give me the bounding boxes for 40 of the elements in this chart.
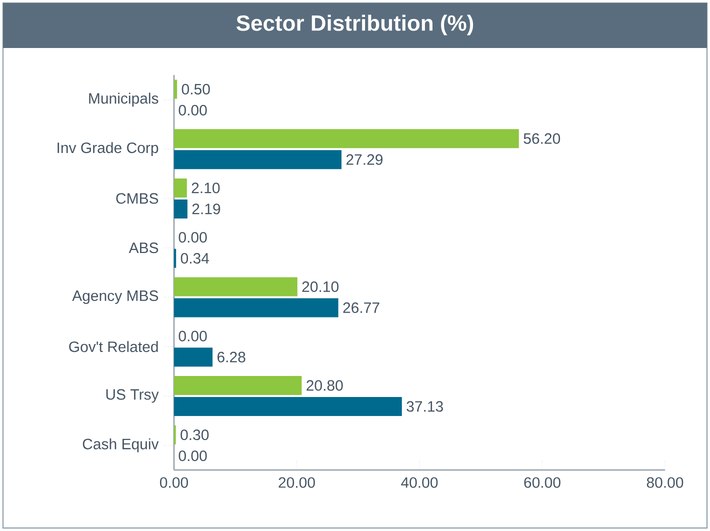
x-tick-label: 20.00 (278, 477, 315, 488)
bar (174, 396, 402, 416)
bar (174, 129, 519, 148)
bar (174, 199, 188, 218)
bar (174, 348, 213, 367)
x-tick-label: 40.00 (401, 477, 438, 488)
chart-title: Sector Distribution (%) (236, 14, 474, 36)
bar (174, 277, 298, 296)
x-tick-label: 0.00 (160, 477, 188, 488)
data-label: 6.28 (218, 352, 246, 362)
data-label: 56.20 (524, 133, 560, 144)
x-tick-label: 80.00 (646, 477, 684, 488)
bar (174, 150, 342, 170)
y-tick-label: Agency MBS (72, 290, 158, 304)
y-tick-label: US Trsy (106, 389, 159, 403)
x-tick-label: 60.00 (524, 477, 560, 488)
data-label: 0.50 (182, 84, 210, 94)
y-tick-label: Inv Grade Corp (58, 142, 158, 156)
bar (174, 178, 187, 198)
data-label: 27.29 (346, 154, 382, 165)
data-label: 2.10 (192, 182, 220, 194)
y-tick-label: ABS (128, 242, 158, 254)
y-tick-label: Cash Equiv (82, 438, 159, 452)
data-label: 37.13 (406, 401, 443, 412)
bar (174, 376, 302, 395)
data-label: 0.00 (178, 450, 207, 462)
bar (174, 80, 178, 99)
y-tick-label: Municipals (89, 92, 158, 107)
bar (174, 298, 338, 318)
y-tick-label: Gov't Related (69, 341, 158, 352)
y-tick-label: CMBS (116, 193, 158, 204)
data-label: 0.34 (180, 253, 210, 264)
data-label: 0.00 (178, 232, 207, 243)
data-label: 0.00 (178, 104, 207, 116)
data-label: 26.77 (343, 302, 380, 313)
data-label: 2.19 (192, 204, 220, 214)
data-label: 0.30 (180, 430, 209, 440)
data-label: 20.10 (302, 281, 338, 292)
data-label: 20.80 (306, 380, 343, 391)
data-label: 0.00 (178, 330, 207, 342)
